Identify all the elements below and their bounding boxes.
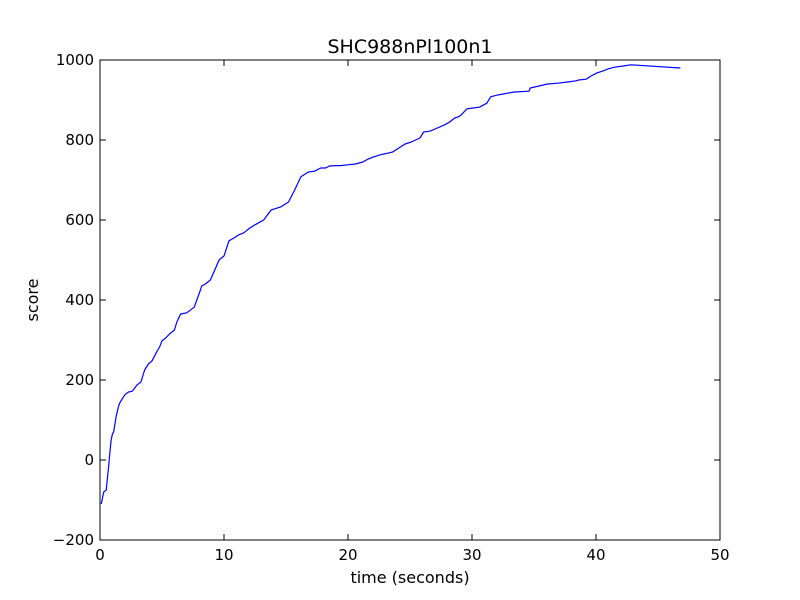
x-tick-label: 20 (338, 546, 357, 564)
plot-area (100, 64, 681, 505)
x-axis-label: time (seconds) (350, 568, 469, 587)
plot-frame (99, 59, 721, 541)
chart-title: SHC988nPl100n1 (327, 36, 492, 58)
y-axis-label: score (23, 279, 42, 322)
x-tick-label: 30 (462, 546, 481, 564)
y-tick-label: 200 (65, 371, 94, 389)
y-tick-label: 600 (65, 211, 94, 229)
y-tick-label: 0 (84, 451, 94, 469)
y-tick-label: −200 (53, 531, 94, 549)
x-tick-label: 10 (214, 546, 233, 564)
y-tick-label: 1000 (56, 51, 94, 69)
y-tick-label: 800 (65, 131, 94, 149)
x-tick-label: 50 (710, 546, 729, 564)
series-line (100, 64, 681, 505)
x-tick-label: 40 (586, 546, 605, 564)
y-tick-label: 400 (65, 291, 94, 309)
x-tick-label: 0 (95, 546, 105, 564)
